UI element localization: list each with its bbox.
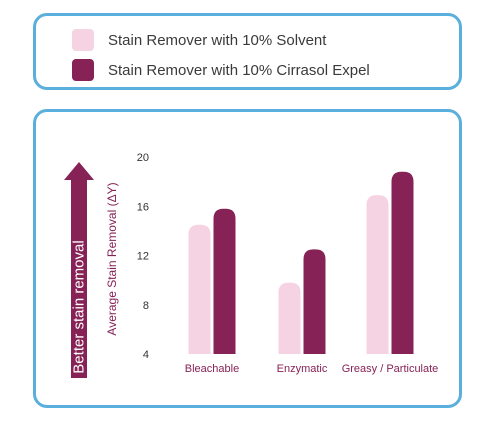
- legend-label-cirrasol: Stain Remover with 10% Cirrasol Expel: [108, 61, 370, 79]
- y-axis-label: Average Stain Removal (ΔY): [105, 182, 119, 335]
- legend-item-solvent: Stain Remover with 10% Solvent: [72, 29, 326, 51]
- legend-swatch-solvent: [72, 29, 94, 51]
- y-tick-label: 12: [137, 251, 149, 263]
- legend-swatch-cirrasol: [72, 59, 94, 81]
- better-stain-removal-arrow: Better stain removal: [64, 162, 94, 378]
- y-tick-label: 8: [143, 300, 149, 312]
- x-tick-label: Enzymatic: [277, 363, 328, 375]
- x-tick-label: Greasy / Particulate: [342, 363, 439, 375]
- legend-label-solvent: Stain Remover with 10% Solvent: [108, 31, 327, 49]
- y-axis-ticks: 4 8 12 16 20: [137, 152, 149, 361]
- bar-solvent-1: [278, 282, 301, 354]
- x-axis-ticks: Bleachable Enzymatic Greasy / Particulate: [185, 363, 439, 375]
- bar-cirrasol-1: [303, 249, 326, 354]
- bar-solvent-0: [188, 224, 211, 354]
- y-tick-label: 20: [137, 152, 149, 164]
- chart-bars: [188, 171, 414, 354]
- chart-panel: Better stain removal: [33, 109, 462, 408]
- x-tick-label: Bleachable: [185, 363, 239, 375]
- legend-item-cirrasol: Stain Remover with 10% Cirrasol Expel: [72, 59, 370, 81]
- arrow-up-icon: [64, 162, 94, 378]
- y-tick-label: 4: [143, 349, 149, 361]
- bar-cirrasol-2: [391, 171, 414, 354]
- bar-cirrasol-0: [213, 208, 236, 354]
- bar-solvent-2: [366, 195, 389, 354]
- legend-panel: Stain Remover with 10% Solvent Stain Rem…: [33, 13, 462, 90]
- y-tick-label: 16: [137, 201, 149, 213]
